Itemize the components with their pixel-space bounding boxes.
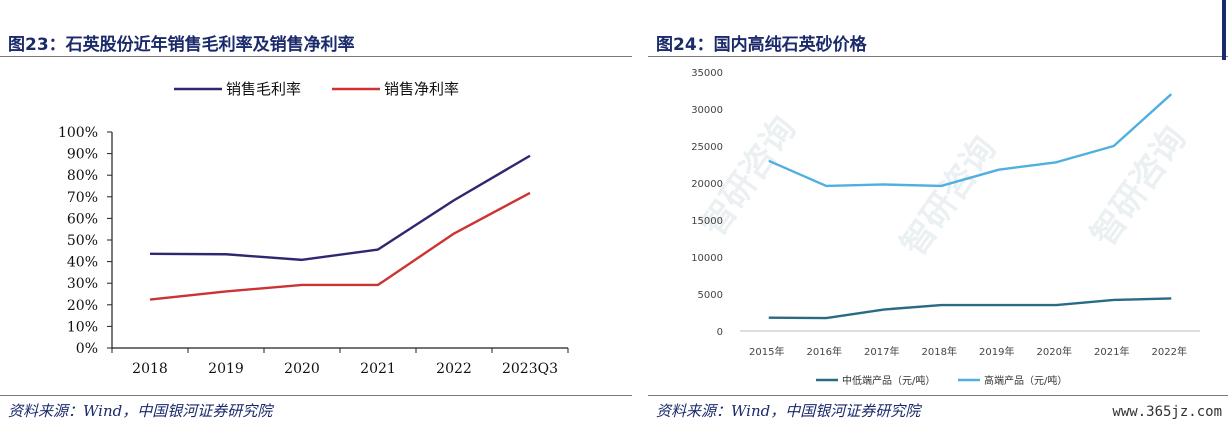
y-tick-label: 15000 xyxy=(691,216,723,227)
x-tick-label: 2019年 xyxy=(979,345,1014,358)
right-figure-panel: 图24：国内高纯石英砂价格 智研咨询 智研咨询 智研咨询 0 5000 10000 1… xyxy=(648,0,1228,432)
series-line-2 xyxy=(149,191,531,301)
right-line-chart: 0 5000 10000 15000 20000 25000 30000 35000 2015年… xyxy=(691,68,1200,387)
y-tick-label: 40% xyxy=(67,255,98,271)
legend-label-2: 销售净利率 xyxy=(384,80,459,98)
x-tick-label: 2015年 xyxy=(749,345,784,358)
series-line-1 xyxy=(768,297,1172,320)
site-watermark: www.365jz.com xyxy=(1112,404,1222,420)
x-tick-label: 2023Q3 xyxy=(502,361,558,377)
y-tick-label: 10% xyxy=(67,319,98,335)
x-tick-label: 2019 xyxy=(208,361,244,377)
x-tick-label: 2016年 xyxy=(807,345,842,358)
x-tick-label: 2017年 xyxy=(864,345,899,358)
left-top-rule xyxy=(0,56,632,57)
right-top-rule xyxy=(648,56,1228,57)
y-tick-label: 25000 xyxy=(691,142,723,153)
y-tick-label: 5000 xyxy=(698,290,723,301)
x-tick-label: 2018年 xyxy=(922,345,957,358)
left-line-chart: 0% 10% 20% 30% 40% 50% 60% 70% 80% 90% 100% 2018 201… xyxy=(58,80,569,377)
right-bottom-rule xyxy=(648,395,1228,396)
y-tick-label: 100% xyxy=(58,125,98,141)
y-tick-label: 90% xyxy=(67,147,98,163)
y-tick-label: 35000 xyxy=(691,68,723,79)
x-tick-label: 2021年 xyxy=(1094,345,1129,358)
right-figure-title: 图24：国内高纯石英砂价格 xyxy=(656,35,867,55)
y-tick-label: 60% xyxy=(67,211,98,227)
left-source-note: 资料来源：Wind，中国银河证券研究院 xyxy=(8,402,273,420)
y-tick-label: 50% xyxy=(67,233,98,249)
series-line-1 xyxy=(149,154,531,262)
legend-label-1: 销售毛利率 xyxy=(226,80,301,98)
y-tick-label: 20% xyxy=(67,298,98,314)
series-line-2 xyxy=(768,93,1173,188)
edge-accent-bar xyxy=(1222,0,1226,60)
y-tick-label: 20000 xyxy=(691,179,723,190)
x-tick-label: 2018 xyxy=(132,361,168,377)
x-tick-label: 2021 xyxy=(360,361,396,377)
left-figure-title: 图23：石英股份近年销售毛利率及销售净利率 xyxy=(8,35,355,55)
right-source-note: 资料来源：Wind，中国银河证券研究院 xyxy=(656,402,921,420)
left-figure-panel: 图23：石英股份近年销售毛利率及销售净利率 0% 10% 20% 30% 40% 50% 6… xyxy=(0,35,632,420)
y-tick-label: 30000 xyxy=(691,105,723,116)
x-tick-label: 2022 xyxy=(436,361,472,377)
legend-label-1: 中低端产品（元/吨） xyxy=(842,374,935,387)
x-tick-label: 2020年 xyxy=(1037,345,1072,358)
y-tick-label: 10000 xyxy=(691,253,723,264)
y-tick-label: 0% xyxy=(76,341,98,357)
legend-label-2: 高端产品（元/吨） xyxy=(984,374,1067,387)
left-bottom-rule xyxy=(0,395,632,396)
y-tick-label: 30% xyxy=(67,276,98,292)
y-tick-label: 80% xyxy=(67,168,98,184)
y-tick-label: 0 xyxy=(717,327,723,338)
x-tick-label: 2020 xyxy=(284,361,320,377)
y-tick-label: 70% xyxy=(67,190,98,206)
x-tick-label: 2022年 xyxy=(1152,345,1187,358)
